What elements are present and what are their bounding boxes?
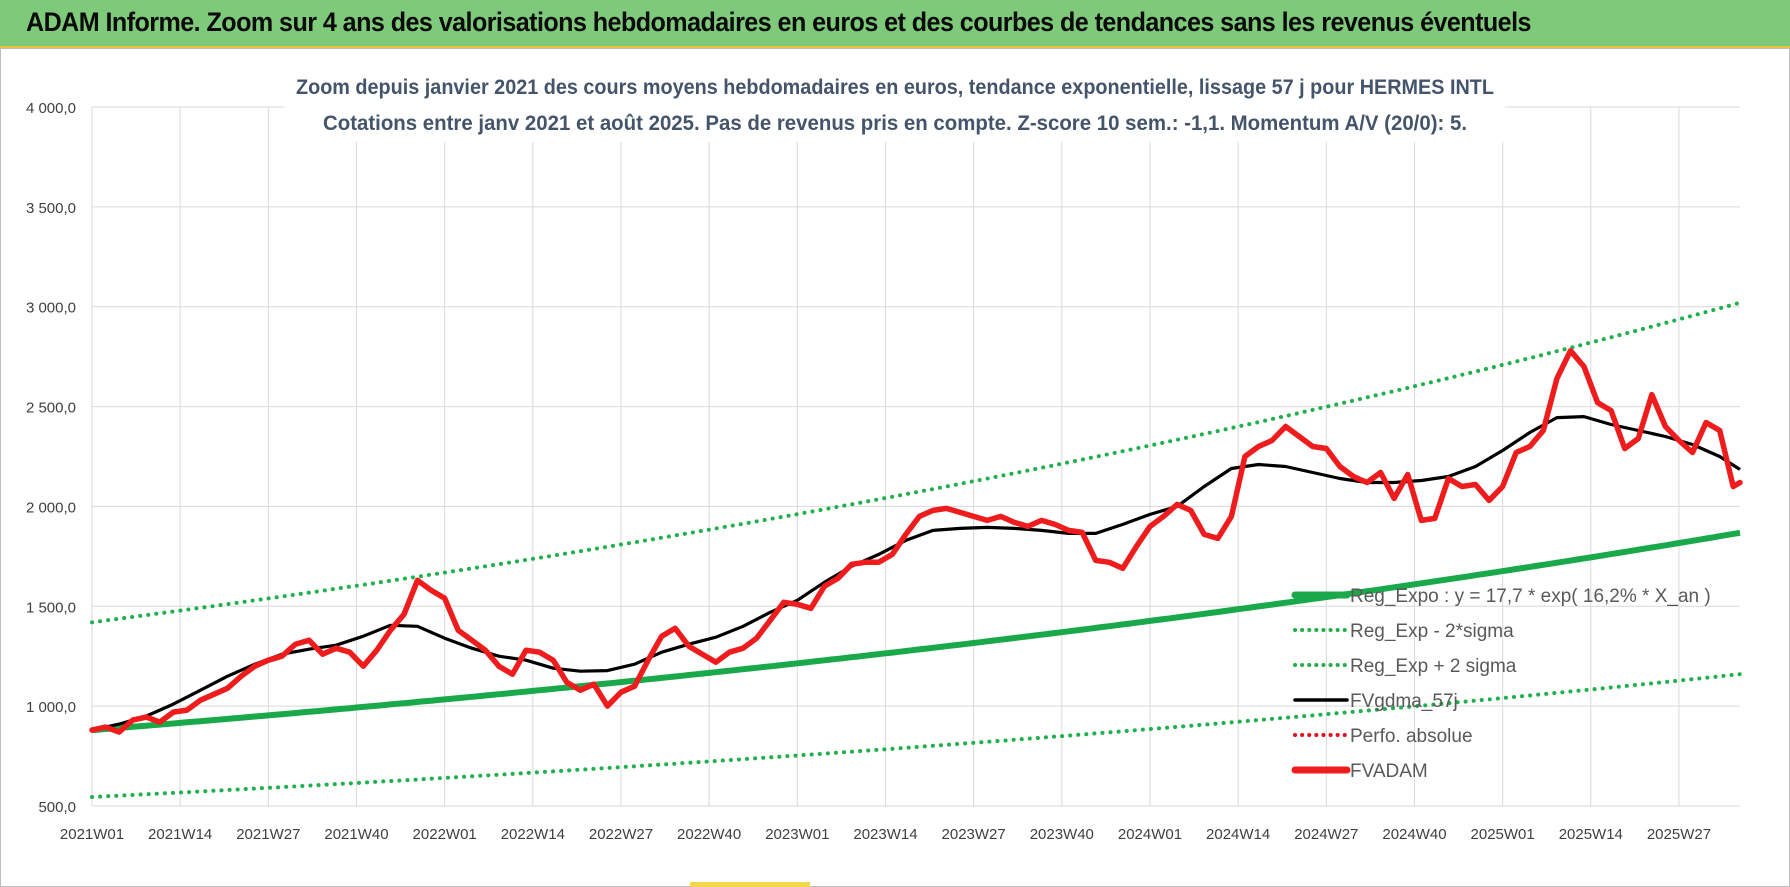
x-tick-label: 2022W14 bbox=[501, 826, 565, 843]
x-tick-label: 2021W14 bbox=[148, 826, 212, 843]
x-tick-label: 2024W40 bbox=[1382, 826, 1446, 843]
x-axis: 2021W01 2021W14 2021W27 2021W40 2022W01 2022W… bbox=[60, 826, 1711, 843]
series-fvadam bbox=[89, 347, 1743, 735]
x-tick-label: 2022W27 bbox=[589, 826, 653, 843]
x-tick-label: 2025W27 bbox=[1647, 826, 1711, 843]
legend-label: FVgdma_57j bbox=[1350, 691, 1458, 712]
y-tick-label: 1 500,0 bbox=[26, 599, 76, 616]
chart-title-line2: Cotations entre janv 2021 et août 2025. … bbox=[323, 111, 1467, 135]
x-tick-label: 2022W01 bbox=[413, 826, 477, 843]
series-fvgdma-57j bbox=[91, 415, 1741, 732]
report-banner: ADAM Informe. Zoom sur 4 ans des valoris… bbox=[0, 0, 1790, 48]
y-tick-label: 500,0 bbox=[38, 799, 76, 816]
x-tick-label: 2023W01 bbox=[765, 826, 829, 843]
legend-label: Reg_Exp + 2 sigma bbox=[1350, 656, 1517, 677]
x-tick-label: 2023W40 bbox=[1030, 826, 1094, 843]
x-tick-label: 2021W40 bbox=[324, 826, 388, 843]
x-tick-label: 2025W01 bbox=[1471, 826, 1535, 843]
x-tick-label: 2023W14 bbox=[853, 826, 917, 843]
x-tick-label: 2022W40 bbox=[677, 826, 741, 843]
chart-title-background bbox=[285, 68, 1505, 142]
legend-label: Reg_Exp - 2*sigma bbox=[1350, 621, 1514, 642]
y-tick-label: 2 500,0 bbox=[26, 400, 76, 417]
series-reg-expo bbox=[91, 529, 1741, 734]
legend-label: FVADAM bbox=[1350, 761, 1428, 782]
x-tick-label: 2024W01 bbox=[1118, 826, 1182, 843]
report-banner-title: ADAM Informe. Zoom sur 4 ans des valoris… bbox=[26, 7, 1531, 37]
x-tick-label: 2021W01 bbox=[60, 826, 124, 843]
series-reg-exp-plus-2sigma bbox=[90, 300, 1742, 625]
legend-label: Perfo. absolue bbox=[1350, 726, 1473, 747]
sheet-tab-marker bbox=[690, 882, 810, 887]
y-tick-label: 3 000,0 bbox=[26, 300, 76, 317]
series-reg-exp-minus-2sigma bbox=[90, 672, 1742, 799]
chart-legend: Reg_Expo : y = 17,7 * exp( 16,2% * X_an … bbox=[1291, 586, 1711, 782]
legend-label: Reg_Expo : y = 17,7 * exp( 16,2% * X_an … bbox=[1350, 586, 1711, 607]
x-tick-label: 2024W14 bbox=[1206, 826, 1270, 843]
series-layer bbox=[89, 300, 1743, 799]
y-tick-label: 2 000,0 bbox=[26, 499, 76, 516]
chart-title: Zoom depuis janvier 2021 des cours moyen… bbox=[285, 68, 1505, 142]
y-tick-label: 4 000,0 bbox=[26, 100, 76, 117]
y-tick-label: 1 000,0 bbox=[26, 699, 76, 716]
x-tick-label: 2021W27 bbox=[236, 826, 300, 843]
x-tick-label: 2023W27 bbox=[942, 826, 1006, 843]
y-tick-label: 3 500,0 bbox=[26, 200, 76, 217]
y-axis: 4 000,0 3 500,0 3 000,0 2 500,0 2 000,0 1 500… bbox=[26, 100, 76, 816]
x-tick-label: 2025W14 bbox=[1559, 826, 1623, 843]
chart-title-line1: Zoom depuis janvier 2021 des cours moyen… bbox=[296, 75, 1494, 99]
x-tick-label: 2024W27 bbox=[1294, 826, 1358, 843]
